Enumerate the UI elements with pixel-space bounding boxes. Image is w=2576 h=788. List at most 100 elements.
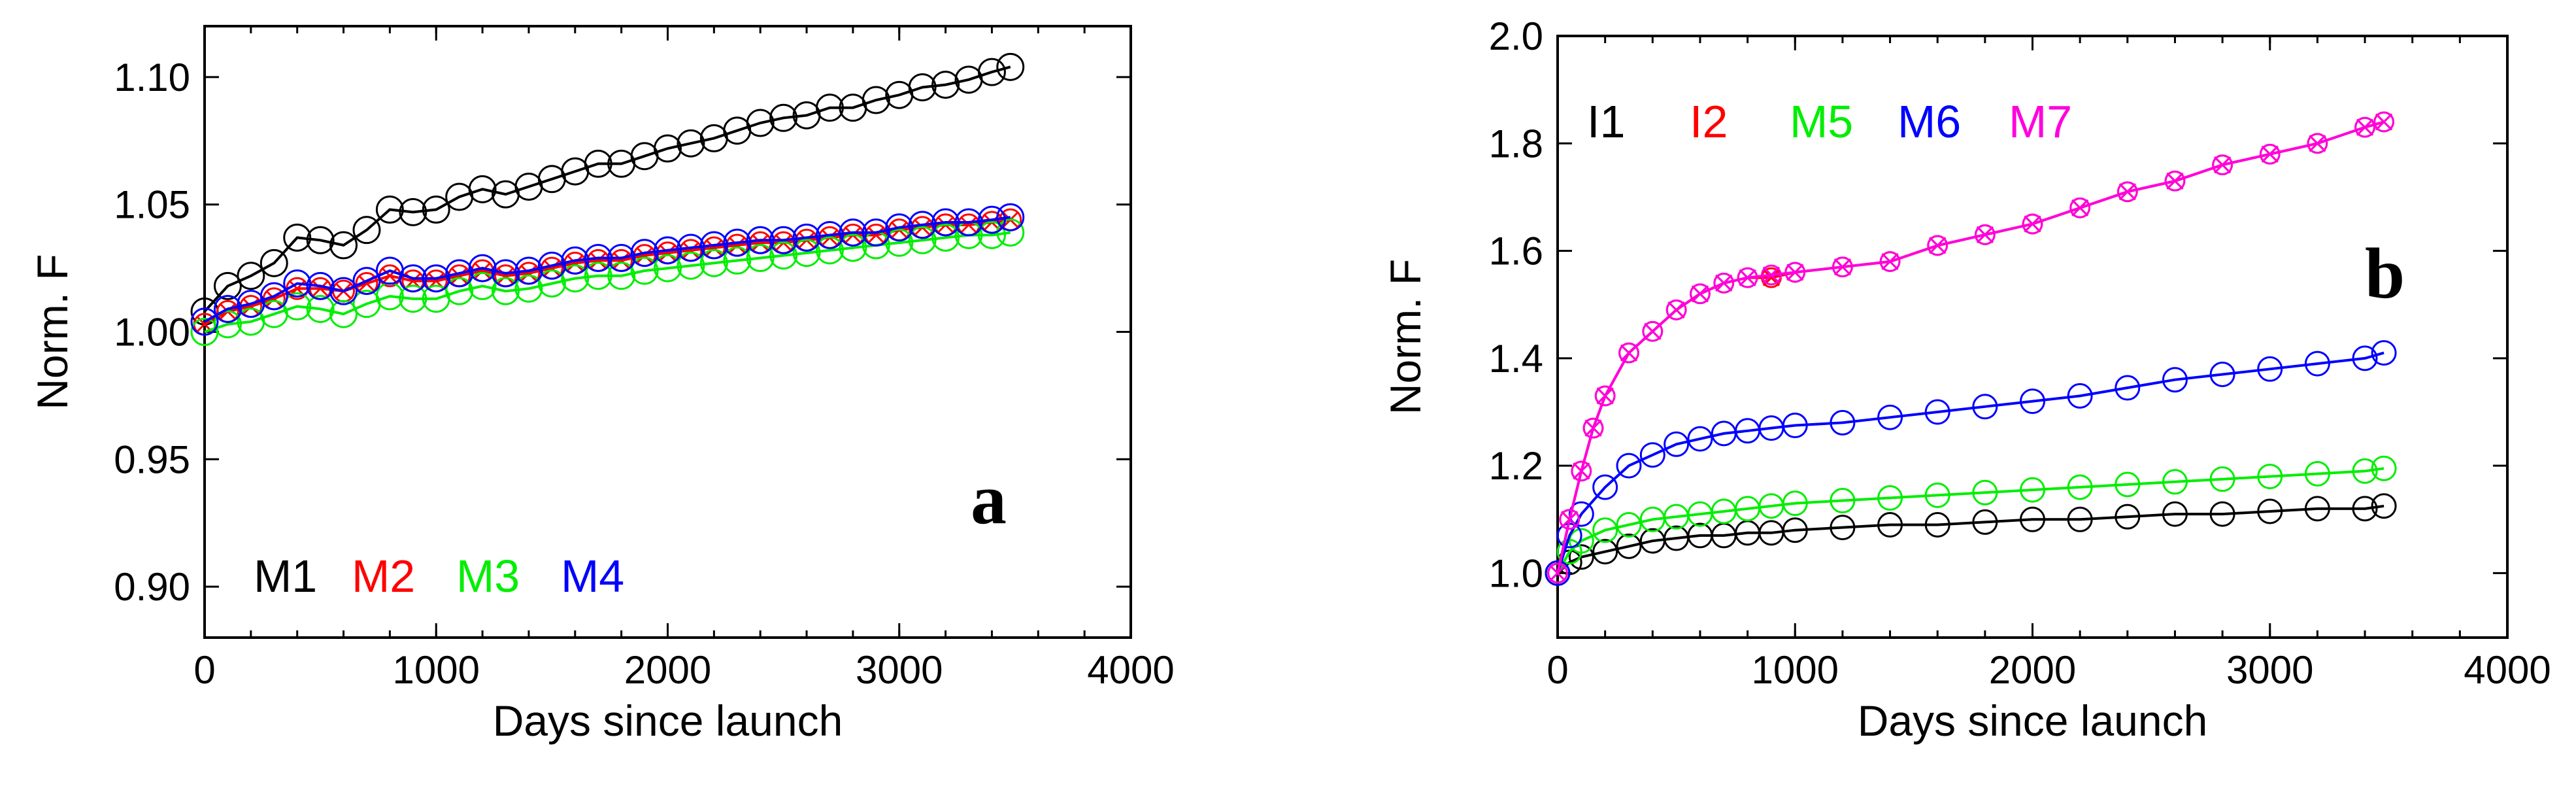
data-point-M5 — [1568, 528, 1594, 554]
data-point-M1 — [654, 134, 682, 163]
data-point-cross-M7 — [2166, 172, 2184, 190]
data-point-cross-M7 — [2214, 156, 2232, 174]
data-point-M4 — [306, 271, 335, 300]
x-axis-title: Days since launch — [493, 696, 843, 745]
data-point-M4 — [977, 205, 1006, 234]
data-point-M5 — [1830, 488, 1856, 514]
data-point-M4 — [514, 256, 543, 285]
data-point-M6 — [2257, 356, 2283, 382]
data-point-M5 — [1592, 517, 1618, 543]
data-point-M1 — [306, 226, 335, 254]
data-point-M4 — [908, 211, 937, 239]
y-tick-label: 1.10 — [114, 56, 190, 99]
data-point-M7 — [1547, 562, 1568, 584]
data-point-cross-M2 — [312, 280, 329, 298]
data-point-cross-M7 — [1739, 269, 1756, 286]
data-point-M3 — [561, 264, 590, 293]
data-point-M7 — [2022, 213, 2043, 235]
data-point-M6 — [1592, 474, 1618, 500]
data-point-M1 — [815, 94, 844, 122]
data-point-I1 — [2020, 506, 2045, 532]
data-point-M6 — [2020, 388, 2045, 415]
data-point-cross-M2 — [705, 239, 723, 256]
data-point-M3 — [329, 300, 358, 328]
data-point-M4 — [213, 294, 242, 323]
data-point-M3 — [885, 228, 914, 257]
series-line-I1 — [1556, 504, 2384, 574]
data-point-I1 — [1782, 517, 1808, 543]
data-point-M1 — [329, 231, 358, 260]
data-point-M1 — [283, 223, 312, 252]
data-point-cross-M7 — [1561, 511, 1579, 528]
data-point-M1 — [399, 197, 427, 226]
data-point-M5 — [2115, 471, 2141, 498]
data-point-M7 — [2164, 170, 2186, 192]
data-point-I1 — [2304, 496, 2330, 522]
data-point-M6 — [1972, 394, 1998, 420]
data-point-M5 — [2304, 460, 2330, 487]
legend-entry-I2: I2 — [1690, 96, 1728, 147]
data-point-M3 — [654, 254, 682, 283]
data-point-M7 — [1665, 300, 1687, 320]
panel-label: b — [2365, 233, 2405, 313]
data-point-M5 — [2257, 464, 2283, 490]
data-point-M6 — [2067, 383, 2093, 409]
data-point-M6 — [2304, 351, 2330, 377]
data-point-M1 — [584, 149, 612, 178]
data-point-I1 — [1568, 544, 1594, 570]
data-point-M7 — [1642, 320, 1664, 342]
data-point-cross-M2 — [520, 264, 538, 282]
data-point-M7 — [2354, 116, 2375, 138]
data-point-M4 — [677, 233, 705, 262]
data-point-M6 — [1924, 399, 1950, 425]
data-point-M3 — [306, 294, 335, 323]
data-point-cross-M2 — [590, 252, 607, 269]
data-point-cross-M2 — [960, 216, 978, 233]
data-point-I1 — [2115, 504, 2141, 530]
series-line-M5 — [1556, 467, 2384, 574]
data-point-M7 — [1571, 460, 1592, 482]
data-point-M3 — [399, 284, 427, 313]
data-point-cross-M2 — [867, 226, 885, 244]
data-point-M4 — [561, 246, 590, 275]
data-point-M7 — [1784, 262, 1806, 283]
y-axis-title: Norm. F — [28, 254, 76, 409]
data-point-M1 — [237, 262, 265, 290]
data-point-M4 — [746, 226, 775, 254]
data-point-M1 — [769, 103, 798, 132]
y-tick-label: 0.95 — [114, 437, 190, 481]
data-point-M3 — [977, 220, 1006, 249]
data-point-M4 — [839, 218, 867, 247]
plot-frame — [203, 25, 1132, 639]
data-point-M6 — [2371, 340, 2397, 366]
data-point-M5 — [1877, 485, 1903, 511]
y-tick-label: 1.00 — [114, 311, 190, 354]
data-point-M7 — [1582, 417, 1604, 439]
y-tick-label: 0.90 — [114, 565, 190, 609]
data-point-M3 — [769, 241, 798, 270]
data-point-cross-M7 — [2375, 113, 2393, 131]
legend-entry-M3: M3 — [456, 551, 520, 602]
data-point-cross-M2 — [497, 267, 514, 284]
data-point-M7 — [1761, 264, 1782, 286]
x-tick-label: 3000 — [856, 648, 943, 692]
y-tick-label: 1.2 — [1489, 444, 1543, 488]
data-point-cross-M7 — [1620, 344, 1638, 362]
legend-entry-M1: M1 — [254, 551, 317, 602]
series-line-M6 — [1556, 351, 2384, 574]
x-tick-label: 4000 — [2464, 648, 2551, 692]
data-point-cross-M2 — [752, 234, 769, 252]
data-point-M5 — [2020, 477, 2045, 503]
data-point-M4 — [815, 220, 844, 249]
data-point-M3 — [584, 262, 612, 290]
data-point-I1 — [1972, 509, 1998, 535]
data-point-cross-M7 — [1644, 322, 1662, 340]
data-point-M4 — [399, 264, 427, 293]
legend-entry-M6: M6 — [1898, 96, 1961, 147]
y-tick-label: 1.8 — [1489, 122, 1543, 165]
data-point-cross-M7 — [2024, 215, 2041, 233]
data-point-M4 — [445, 259, 474, 288]
y-tick-label: 1.0 — [1489, 551, 1543, 595]
data-point-cross-M2 — [566, 254, 584, 272]
data-point-M7 — [2373, 111, 2395, 133]
